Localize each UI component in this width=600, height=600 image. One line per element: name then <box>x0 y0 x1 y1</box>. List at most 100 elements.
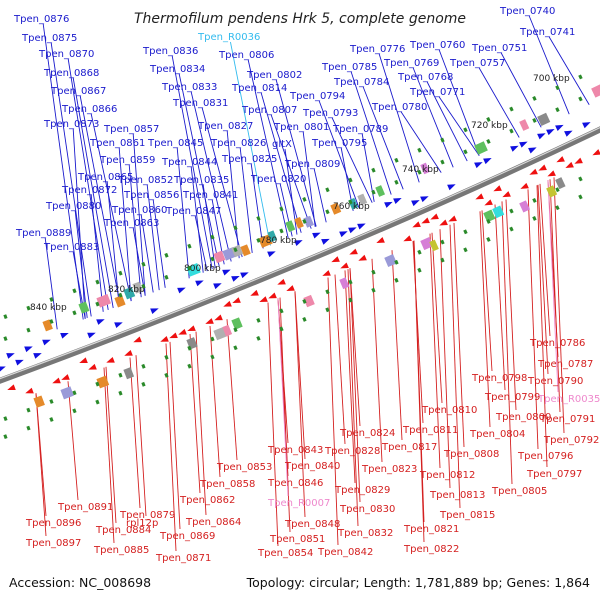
scale-tick <box>164 354 169 360</box>
scale-tick <box>371 269 376 275</box>
leader-line <box>449 224 461 509</box>
leader-line <box>478 67 520 138</box>
gene-label: Tpen_0880 <box>45 201 101 212</box>
scale-tick <box>463 149 468 155</box>
gene-label: Tpen_0794 <box>289 91 345 102</box>
gene-label: Tpen_0844 <box>161 157 217 168</box>
gene-label: Tpen_0885 <box>93 545 149 556</box>
feature-category-box <box>96 375 110 389</box>
scale-tick <box>532 117 537 123</box>
reverse-gene-arrow <box>529 168 538 175</box>
gene-label: Tpen_0790 <box>527 376 583 387</box>
gene-label: Tpen_0801 <box>273 122 329 133</box>
gene-label: Tpen_0810 <box>421 405 477 416</box>
feature-category-box <box>420 162 430 175</box>
scale-tick <box>256 335 261 341</box>
feature-category-box <box>492 205 505 219</box>
scale-tick <box>417 249 422 255</box>
scale-tick <box>279 326 284 332</box>
reverse-gene-arrow <box>214 314 223 321</box>
gene-label: Tpen_0843 <box>267 445 323 456</box>
leader-line <box>106 181 120 306</box>
forward-gene-arrow <box>87 332 96 339</box>
reverse-gene-arrow <box>124 350 133 356</box>
forward-gene-arrow <box>0 366 6 373</box>
gene-label: Tpen_0858 <box>199 479 255 490</box>
kbp-label-840: 840 kbp <box>30 303 67 313</box>
gene-label: Tpen_0828 <box>324 446 380 457</box>
gene-label: Tpen_0776 <box>349 44 405 55</box>
reverse-gene-arrow <box>484 199 493 206</box>
gene-label: Tpen_0809 <box>284 159 340 170</box>
scale-tick <box>3 416 8 422</box>
forward-gene-arrow <box>231 276 240 282</box>
forward-gene-arrow <box>213 283 222 290</box>
gene-label: Tpen_0833 <box>161 82 217 93</box>
leader-line <box>438 49 480 156</box>
feature-category-box <box>294 217 304 229</box>
leader-line <box>169 341 181 530</box>
leader-line <box>313 168 327 223</box>
scale-tick <box>463 247 468 253</box>
gene-label: Tpen_R0007 <box>267 498 330 509</box>
scale-tick <box>417 147 422 153</box>
feature-category-box <box>357 193 368 206</box>
scale-tick <box>95 381 100 387</box>
scale-tick <box>72 288 77 294</box>
reverse-gene-arrow <box>322 270 331 276</box>
scale-tick <box>578 194 583 200</box>
scale-tick <box>532 95 537 101</box>
leader-line <box>527 189 539 450</box>
gene-label: Tpen_0853 <box>216 462 272 473</box>
scale-tick <box>509 128 514 134</box>
reverse-gene-arrow <box>412 221 421 228</box>
forward-gene-arrow <box>195 280 204 287</box>
feature-category-box <box>303 215 314 228</box>
feature-category-box <box>339 277 350 290</box>
gene-label: Tpen_R0035 <box>537 394 600 405</box>
gene-label: gltX <box>272 139 292 150</box>
leader-line <box>230 41 271 246</box>
reverse-gene-arrow <box>448 215 457 222</box>
reverse-gene-arrow <box>502 191 511 198</box>
gene-label: Tpen_0879 <box>119 510 175 521</box>
gene-label: Tpen_0784 <box>333 77 389 88</box>
gene-label: Tpen_0831 <box>172 98 228 109</box>
leader-line <box>275 79 317 227</box>
leader-line <box>279 297 291 533</box>
scale-tick <box>394 157 399 163</box>
scale-tick <box>417 169 422 175</box>
kbp-label-780: 780 kbp <box>260 236 297 246</box>
reverse-gene-arrow <box>187 325 196 332</box>
gene-label: Tpen_R0036 <box>197 32 260 43</box>
gene-label: Tpen_0859 <box>99 155 155 166</box>
gene-label: Tpen_0830 <box>339 504 395 515</box>
reverse-gene-arrow <box>178 328 187 335</box>
leader-line <box>294 291 306 518</box>
leader-line <box>501 201 513 485</box>
gene-label: Tpen_0835 <box>173 175 229 186</box>
gene-label: Tpen_0845 <box>147 138 203 149</box>
scale-tick <box>3 336 8 342</box>
scale-tick <box>210 256 215 262</box>
feature-category-box <box>375 185 386 197</box>
forward-gene-arrow <box>267 251 276 258</box>
gene-label: rpl12p <box>126 518 158 529</box>
forward-gene-arrow <box>555 124 564 131</box>
scale-tick <box>325 209 330 215</box>
leader-line <box>171 55 213 270</box>
scale-tick <box>440 257 445 263</box>
gene-label: Tpen_0795 <box>311 138 367 149</box>
forward-gene-arrow <box>60 332 69 339</box>
gene-label: Tpen_0825 <box>221 154 277 165</box>
scale-tick <box>578 176 583 182</box>
leader-line <box>431 232 443 404</box>
gene-label: Tpen_0823 <box>361 464 417 475</box>
reverse-gene-arrow <box>277 278 286 285</box>
scale-tick <box>118 270 123 276</box>
forward-gene-arrow <box>33 353 42 359</box>
gene-label: Tpen_0870 <box>38 49 94 60</box>
leader-line <box>481 210 493 372</box>
feature-category-box <box>474 141 488 155</box>
